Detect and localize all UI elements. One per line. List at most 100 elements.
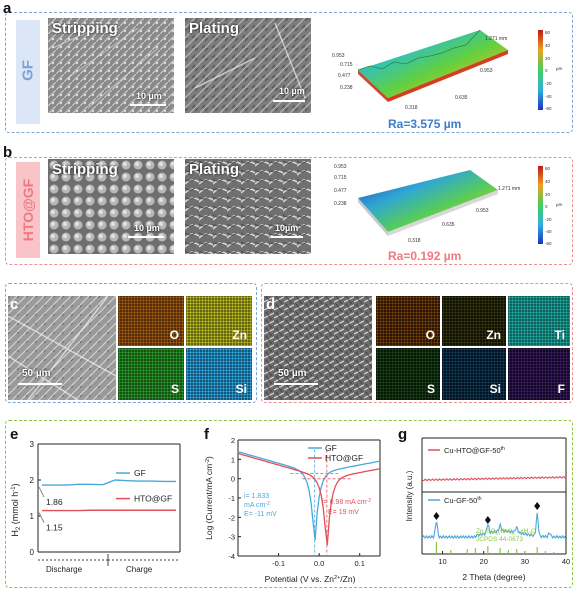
colorbar: [538, 30, 543, 110]
gf-ecorr-label: E= -11 mV: [244, 511, 277, 518]
plating-label: Plating: [189, 161, 240, 178]
panel-d-sem: d 50 µm: [264, 296, 372, 400]
x-axis-label: Potential (V vs. Zn2+/Zn): [265, 574, 356, 584]
x-label-discharge: Discharge: [46, 565, 83, 574]
legend-label: GF: [134, 468, 146, 478]
tafel-curve: [237, 452, 381, 546]
scale-text: 10 µm: [279, 86, 305, 96]
legend-label: HTO@GF: [325, 453, 363, 463]
map-tick: 0.715: [340, 62, 353, 68]
scale-text: 10µm: [275, 223, 299, 233]
plating-label: Plating: [189, 20, 240, 37]
x-label-charge: Charge: [126, 565, 153, 574]
panel-a-roughness: Ra=3.575 µm: [388, 117, 462, 131]
eds-map-Si: Si: [442, 348, 506, 400]
colorbar-unit: µm: [556, 202, 563, 207]
panel-a-stripping-sem: Stripping 10 µm: [48, 18, 174, 113]
tafel-curve: [237, 451, 381, 541]
y-tick-label: -4: [228, 552, 235, 561]
colorbar-tick: 20: [545, 192, 551, 197]
element-label: S: [170, 382, 179, 396]
eds-map-O: O: [376, 296, 440, 346]
colorbar-tick: 0: [545, 204, 548, 209]
series-label-cu-hto: Cu-HTO@GF-50th: [444, 446, 505, 455]
panel-b-plating-sem: Plating 10µm: [185, 159, 311, 254]
axes: [421, 437, 567, 555]
eds-map-Zn: Zn: [442, 296, 506, 346]
y-tick-label: 0: [30, 548, 35, 557]
element-label: Ti: [554, 328, 565, 342]
plating-sem-image: [185, 18, 311, 113]
panel-a-3d-map: 0.953 0.715 0.477 0.238 0.318 0.635 0.95…: [330, 20, 570, 116]
colorbar-tick: -20: [545, 81, 552, 86]
element-label: Si: [235, 382, 247, 396]
panel-b-letter: b: [3, 144, 13, 161]
map-tick: 0.477: [334, 188, 347, 194]
annotation-value: 1.15: [46, 523, 63, 533]
panel-f-chart: -4 -3 -2 -1 0 1 2 -0.1 0.0 0.1 Log (Current/mA cm…: [204, 436, 381, 584]
panel-e-chart: 0 1 2 3 H2 (mmol h-1) 1.86 1.15 GF HTO@GF Dis…: [10, 440, 181, 574]
map-tick: 0.635: [442, 222, 455, 228]
map-tick: 1.271 mm: [485, 36, 507, 42]
panel-b-3d-map: 0.953 0.715 0.477 0.238 0.318 0.635 0.95…: [330, 160, 570, 250]
eds-map-S: S: [376, 348, 440, 400]
colorbar-tick: 60: [545, 166, 551, 171]
stripping-sem-image: [48, 18, 174, 113]
panel-a-letter: a: [3, 0, 12, 17]
panel-c-frame: [5, 283, 257, 403]
scale-bar: [18, 383, 62, 385]
panel-d-sem-image: [264, 296, 372, 400]
peak-marker-icon: [534, 502, 541, 510]
scale-bar: [274, 383, 318, 385]
colorbar-unit: µm: [556, 66, 563, 71]
y-tick-label: 3: [30, 440, 35, 449]
map-tick: 1.271 mm: [498, 186, 520, 192]
y-tick-label: 1: [231, 455, 235, 464]
eds-map-O: O: [118, 296, 184, 346]
x-tick-label: 0.1: [354, 559, 364, 568]
element-label: Si: [489, 382, 501, 396]
element-label: O: [425, 328, 435, 342]
panel-b-stripping-sem: Stripping 10 µm: [48, 159, 174, 254]
y-axis-label: Log (Current/mA cm-2): [204, 456, 214, 540]
panel-b-frame: [5, 157, 573, 265]
scale-bar: [273, 100, 305, 102]
scale-bar: [130, 104, 166, 106]
y-tick-label: 2: [30, 476, 35, 485]
colorbar-tick: 60: [545, 30, 551, 35]
map-tick: 0.238: [334, 201, 347, 207]
y-axis-label: Intensity (a.u.): [405, 470, 414, 521]
colorbar-tick: -60: [545, 241, 552, 246]
x-tick-label: 20: [480, 557, 488, 566]
panel-b-sample-tag: HTO@GF: [16, 162, 40, 258]
eds-map-Si: Si: [186, 348, 252, 400]
y-axis-label: H2 (mmol h-1): [10, 483, 22, 536]
element-label: S: [426, 382, 435, 396]
colorbar: [538, 166, 543, 244]
xrd-pattern-cu-hto: [421, 475, 567, 482]
xrd-pattern-cu-gf: [421, 512, 566, 540]
stripping-label: Stripping: [52, 161, 118, 178]
annotation-value: 1.86: [46, 497, 63, 507]
element-label: Zn: [486, 328, 501, 342]
stripping-sem-image: [48, 159, 174, 254]
element-label: F: [557, 382, 565, 396]
panel-a-frame: [5, 12, 573, 133]
axes: [37, 443, 181, 553]
element-label: O: [169, 328, 179, 342]
roughness-3d-surface: 0.953 0.715 0.477 0.238 0.318 0.635 0.95…: [334, 164, 563, 246]
panel-b-sample-label: HTO@GF: [20, 178, 36, 242]
y-tick-label: 1: [30, 512, 35, 521]
legend-label: GF: [325, 443, 337, 453]
panel-a-sample-tag: GF: [16, 20, 40, 124]
map-tick: 0.635: [455, 95, 468, 101]
scale-text: 50 µm: [22, 368, 51, 379]
y-tick-label: 0: [231, 475, 235, 484]
annotation-arrow: [38, 486, 45, 498]
x-tick-label: 30: [521, 557, 529, 566]
colorbar-tick: 20: [545, 56, 551, 61]
annotation-arrow: [38, 512, 45, 523]
stripping-label: Stripping: [52, 20, 118, 37]
panel-b-roughness: Ra=0.192 µm: [388, 249, 462, 263]
panel-d-letter: d: [266, 296, 276, 313]
